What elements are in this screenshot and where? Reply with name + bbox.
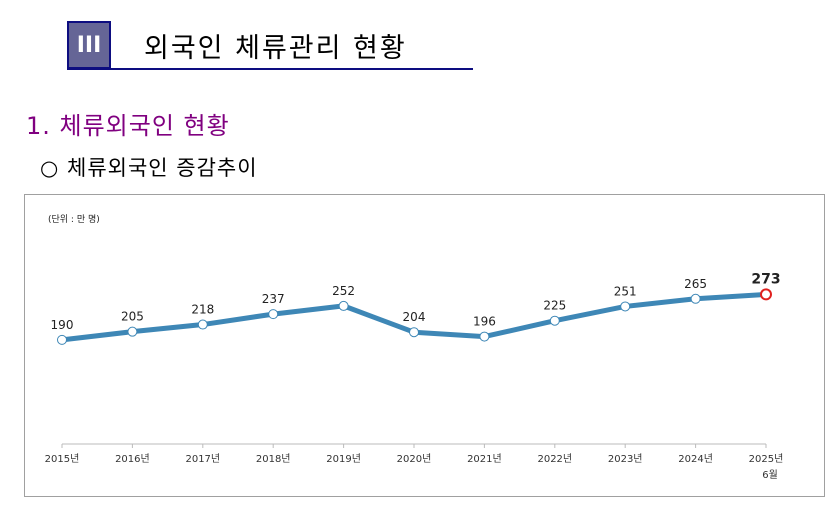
data-point <box>268 309 279 320</box>
x-tick-label: 2019년 <box>326 453 361 465</box>
data-label: 190 <box>51 318 74 332</box>
x-tick-label: 2025년 <box>749 453 784 465</box>
x-tick-label: 2018년 <box>256 453 291 465</box>
x-tick-label: 2017년 <box>185 453 220 465</box>
data-point <box>197 319 208 330</box>
data-point <box>690 293 701 304</box>
x-tick-label: 2023년 <box>608 453 643 465</box>
subheading: ○ 체류외국인 증감추이 <box>40 156 258 180</box>
x-tick-label: 2015년 <box>45 453 80 465</box>
data-label: 273 <box>751 271 780 287</box>
data-label: 204 <box>403 310 426 324</box>
x-tick-label: 2021년 <box>467 453 502 465</box>
data-point <box>760 288 772 301</box>
section-number-badge: III <box>67 21 111 69</box>
data-point <box>57 334 67 345</box>
data-point <box>409 327 419 338</box>
data-label: 205 <box>121 310 144 324</box>
data-label: 218 <box>191 303 214 317</box>
data-point <box>338 300 349 311</box>
data-label: 225 <box>543 299 566 313</box>
x-tick-label: 2016년 <box>115 453 150 465</box>
x-tick-label: 2020년 <box>397 453 432 465</box>
data-label: 237 <box>262 292 285 306</box>
heading: 1. 체류외국인 현황 <box>26 112 230 140</box>
x-tick-label: 2022년 <box>537 453 572 465</box>
unit-label: (단위 : 만 명) <box>48 214 100 225</box>
data-point <box>620 301 631 312</box>
data-label: 265 <box>684 277 707 291</box>
data-point <box>127 326 138 337</box>
data-label: 252 <box>332 284 355 298</box>
x-tick-label: 2024년 <box>678 453 713 465</box>
section-title: 외국인 체류관리 현황 <box>144 33 407 64</box>
section-underline <box>67 68 473 70</box>
chart-frame <box>24 194 825 497</box>
data-label: 251 <box>614 284 637 298</box>
x-tick-sublabel: 6월 <box>762 469 778 481</box>
data-point <box>549 315 560 326</box>
data-label: 196 <box>473 315 496 329</box>
data-point <box>479 331 490 342</box>
